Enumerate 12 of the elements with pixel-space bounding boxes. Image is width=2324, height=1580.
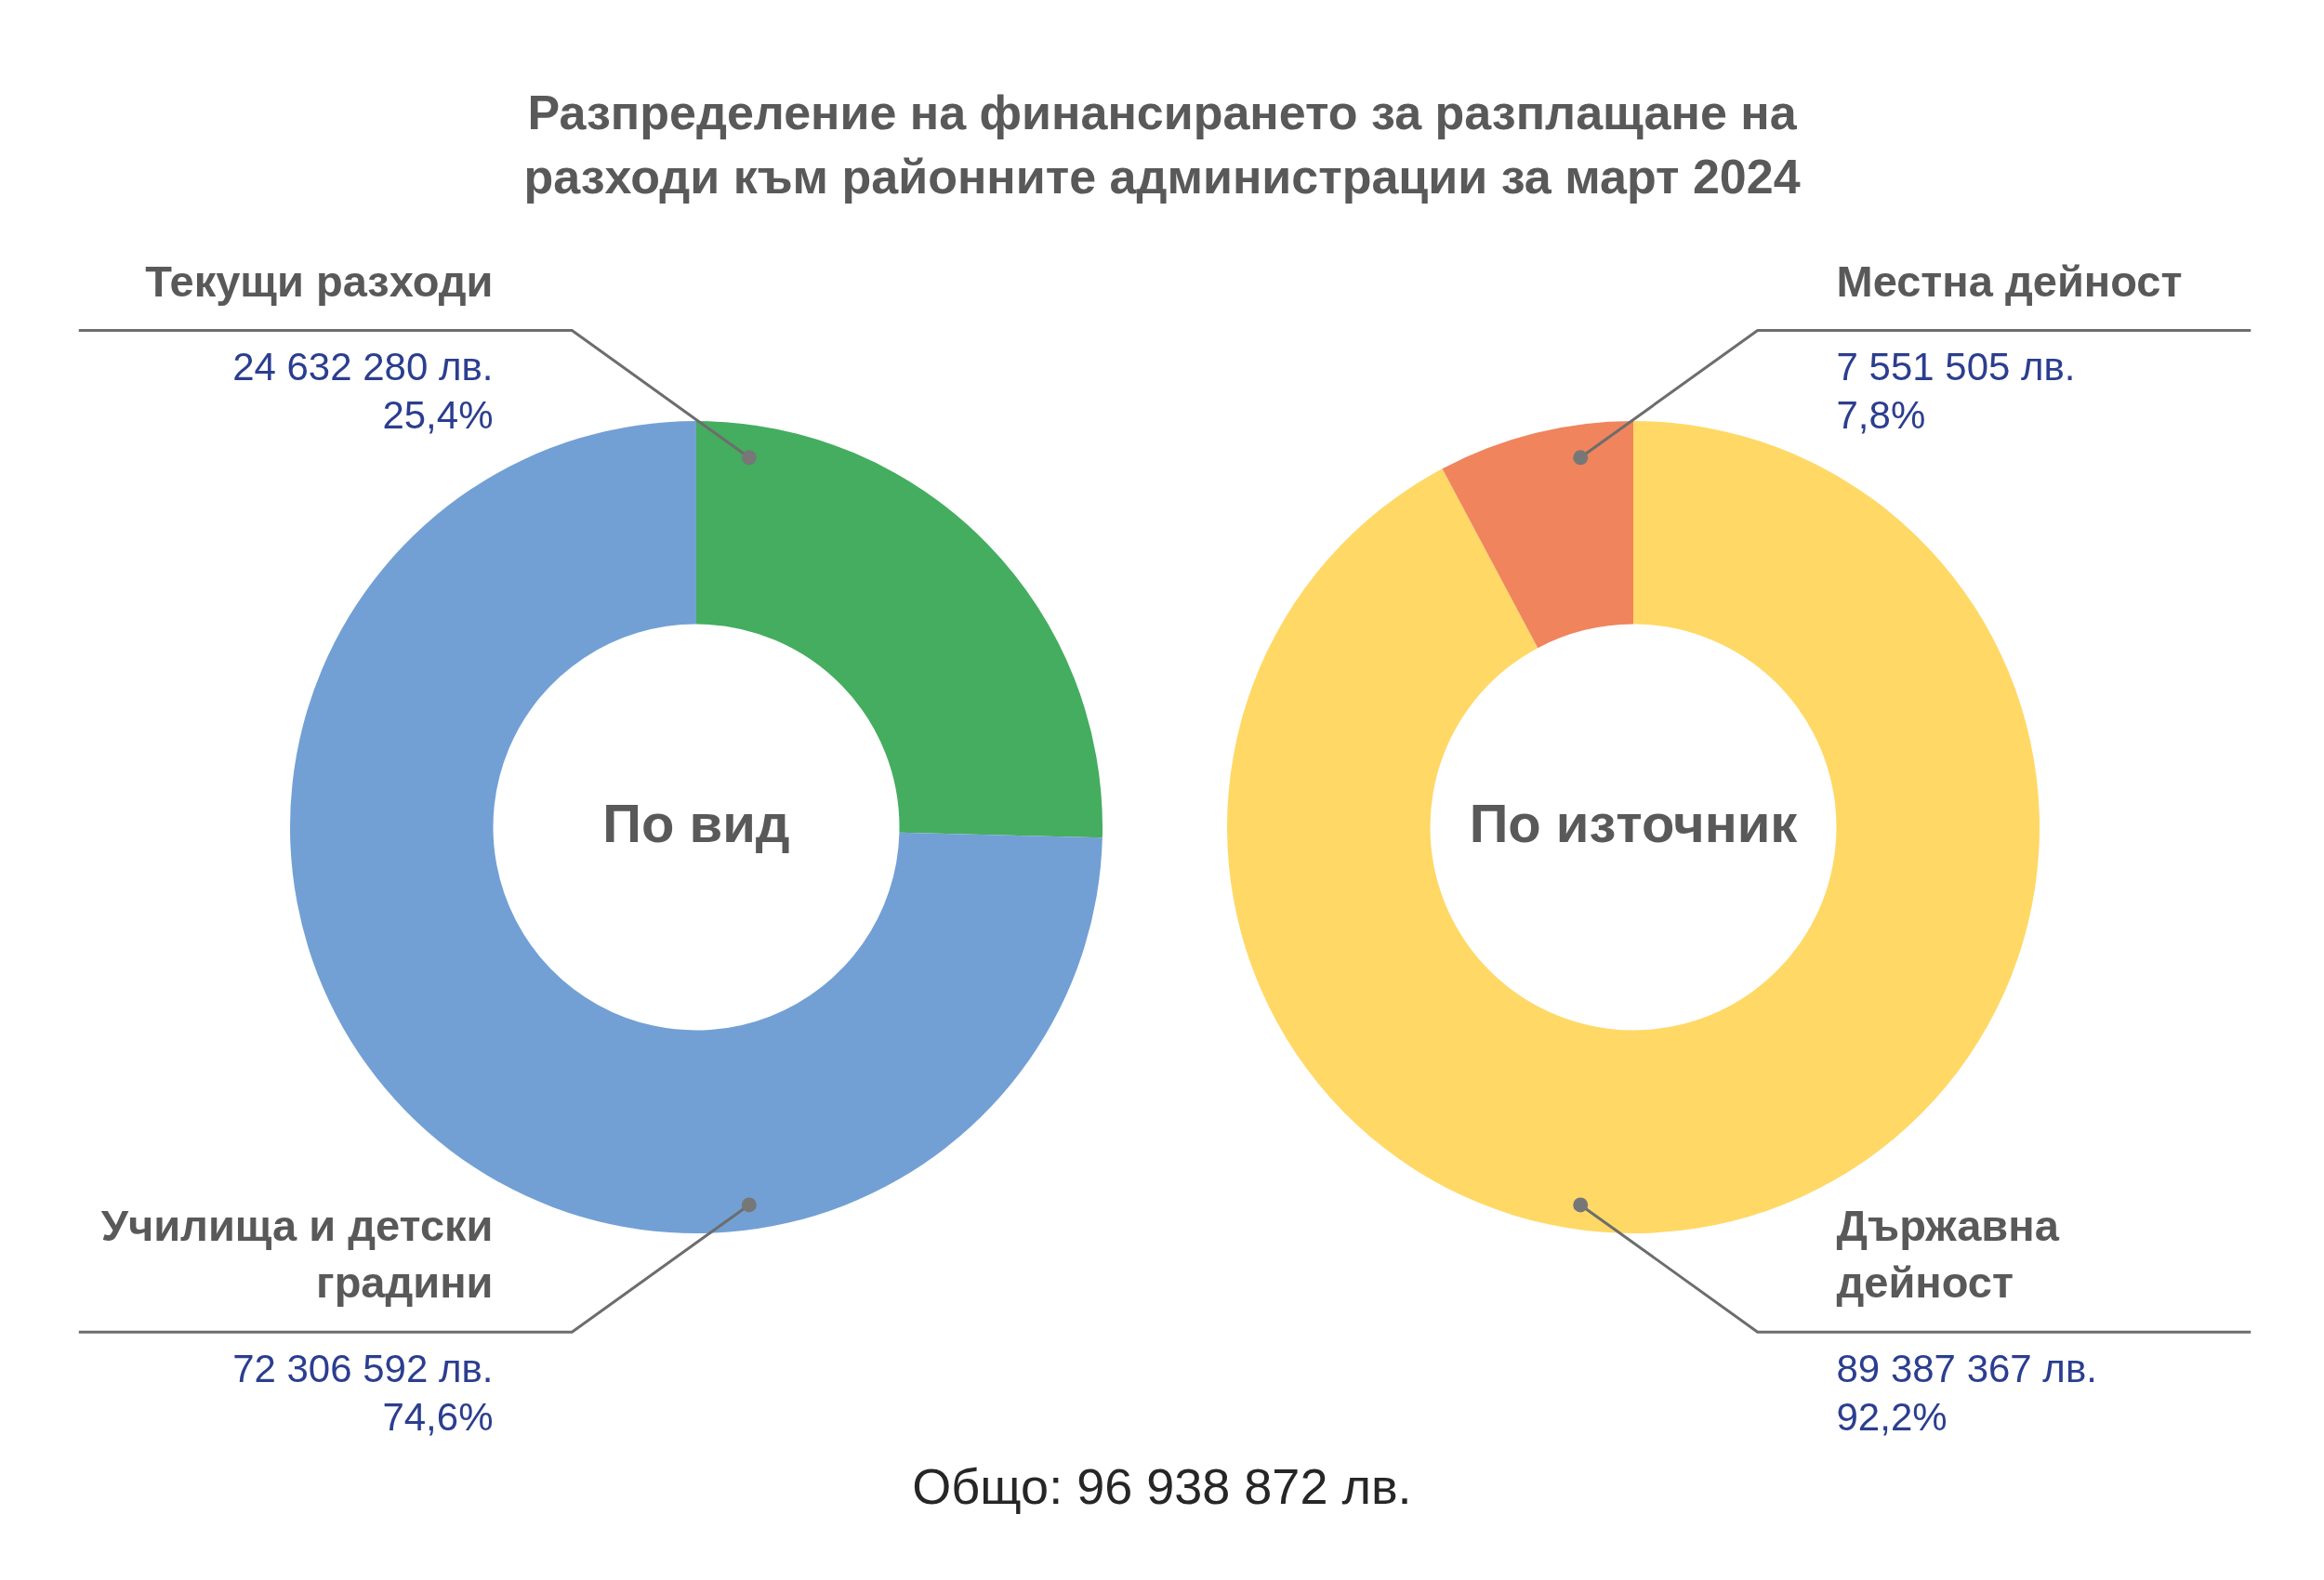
slice-label: Държавна дейност <box>1836 1201 2060 1308</box>
text: По вид <box>602 793 790 853</box>
slice-label: Текущи разходи <box>145 256 494 306</box>
data-label: 24 632 280 лв. 25,4% <box>232 345 494 438</box>
chart-title: Разпределение на финансирането за разплащане на разходи към районните администрации за март 2024 <box>522 85 1802 205</box>
slice-label: Местна дейност <box>1836 256 2183 306</box>
data-label: 7 551 505 лв. 7,8% <box>1836 345 2076 438</box>
data-label: 89 387 367 лв. 92,2% <box>1836 1346 2097 1439</box>
text: По източник <box>1469 793 1799 853</box>
data-label: 72 306 592 лв. 74,6% <box>232 1346 494 1439</box>
text: Общо: 96 938 872 лв. <box>912 1457 1412 1516</box>
slice-label: Училища и детски градини <box>100 1201 494 1308</box>
